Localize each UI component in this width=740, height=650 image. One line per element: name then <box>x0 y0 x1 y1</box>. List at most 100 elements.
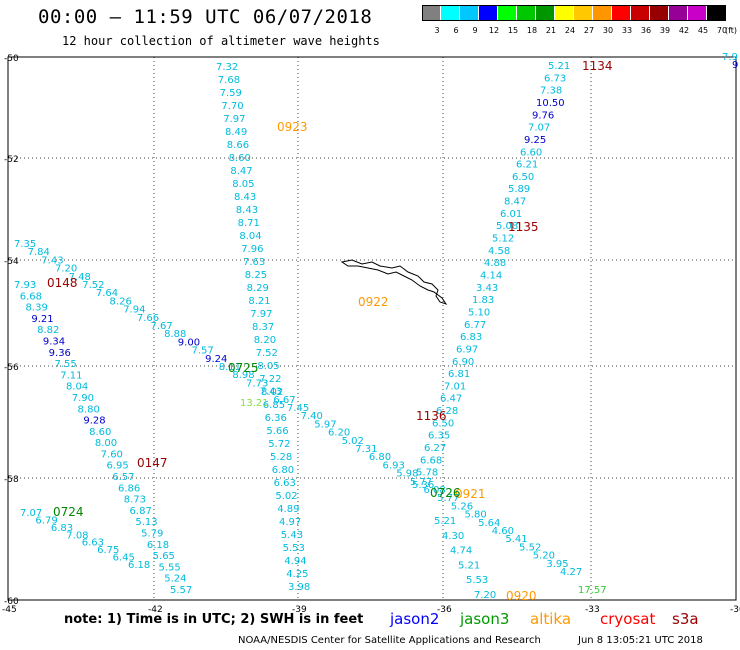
swh-value: 6.83 <box>51 523 73 534</box>
swh-value: 8.20 <box>254 335 276 346</box>
lat-tick-label: -54 <box>4 257 19 267</box>
swh-value: 6.57 <box>112 472 134 483</box>
swh-value: 9.00 <box>178 337 200 348</box>
swh-value: 8.43 <box>236 205 258 216</box>
swh-value: 5.20 <box>533 551 555 562</box>
swh-value: 8.21 <box>248 296 270 307</box>
swh-value: 7.9 <box>722 52 738 63</box>
swh-value: 5.21 <box>434 516 456 527</box>
swh-value: 7.52 <box>256 348 278 359</box>
swh-value: 6.47 <box>440 394 462 405</box>
swh-value: 7.63 <box>243 257 265 268</box>
pass-time-label: 1136 <box>416 409 447 423</box>
scale-label: 39 <box>659 26 671 35</box>
swh-value: 7.52 <box>82 280 104 291</box>
map-title: 00:00 — 11:59 UTC 06/07/2018 <box>38 6 373 28</box>
pass-time-label: 0148 <box>47 276 78 290</box>
swh-value: 6.60 <box>520 147 542 158</box>
scale-label: 6 <box>453 26 459 35</box>
swh-value: 7.48 <box>69 272 91 283</box>
lon-tick-label: -36 <box>437 605 452 615</box>
swh-value: 4.88 <box>484 258 506 269</box>
swh-value: 7.22 <box>259 374 281 385</box>
swh-value: 7.07 <box>528 123 550 134</box>
swh-value: 6.50 <box>432 418 454 429</box>
swh-value: 6.85 <box>263 400 285 411</box>
pass-time-label: 1135 <box>508 220 539 234</box>
swh-value: 7.66 <box>137 313 159 324</box>
lat-tick-label: -50 <box>4 54 19 64</box>
swh-value: 5.21 <box>458 560 480 571</box>
swh-value: 4.74 <box>450 546 472 557</box>
satellite-altika: altika <box>530 610 572 628</box>
lat-tick-label: -60 <box>4 597 19 607</box>
map-note: note: 1) Time is in UTC; 2) SWH is in fe… <box>64 612 364 627</box>
swh-value: 6.77 <box>464 320 486 331</box>
swh-value: 5.28 <box>270 452 292 463</box>
scale-swatch <box>593 5 612 21</box>
swh-value: 7.20 <box>474 590 496 601</box>
satellite-cryosat: cryosat <box>600 610 656 628</box>
swh-value: 7.93 <box>14 280 36 291</box>
swh-value: 5.02 <box>275 491 297 502</box>
swh-value: 5.53 <box>283 543 305 554</box>
swh-value: 7.43 <box>41 255 63 266</box>
swh-value: 5.21 <box>548 61 570 72</box>
swh-value: 7.57 <box>191 346 213 357</box>
swh-value: 6.45 <box>113 553 135 564</box>
pass-time-label: 1134 <box>582 59 613 73</box>
swh-value: 7.67 <box>151 321 173 332</box>
swh-value: 7.01 <box>444 381 466 392</box>
lon-tick-label: -42 <box>148 605 163 615</box>
swh-value: 8.47 <box>230 166 252 177</box>
scale-swatch <box>650 5 669 21</box>
scale-swatch <box>422 5 441 21</box>
swh-value: 8.49 <box>225 127 247 138</box>
swh-value: 5.13 <box>135 517 157 528</box>
swh-value: 6.80 <box>272 465 294 476</box>
swh-value: 6.67 <box>273 395 295 406</box>
swh-value: 7.70 <box>221 101 243 112</box>
swh-value: 3.95 <box>546 559 568 570</box>
swh-value: 7.94 <box>123 305 145 316</box>
swh-value: 7.35 <box>14 239 36 250</box>
swh-value: 4.27 <box>560 567 582 578</box>
swh-value: 5.26 <box>451 501 473 512</box>
scale-swatch <box>517 5 536 21</box>
lon-tick-label: -39 <box>292 605 307 615</box>
swh-value: 7.43 <box>260 387 282 398</box>
swh-value: 8.98 <box>232 370 254 381</box>
swh-value: 6.86 <box>118 483 140 494</box>
swh-value: 8.05 <box>232 179 254 190</box>
track-labels: 7.32 7.68 7.59 7.70 7.97 8.49 8.66 8.60 8.47 8.05… <box>14 52 738 603</box>
scale-label: 70 <box>716 26 728 35</box>
swh-value: 8.37 <box>252 322 274 333</box>
satellite-jason3: jason3 <box>460 610 510 628</box>
scale-label: 3 <box>434 26 440 35</box>
swh-value: 8.47 <box>504 197 526 208</box>
map-subtitle: 12 hour collection of altimeter wave hei… <box>62 34 380 48</box>
swh-value: 8.04 <box>66 382 88 393</box>
swh-value: 8.80 <box>78 404 100 415</box>
pass-time-label: 0725 <box>228 361 259 375</box>
swh-value: 1.83 <box>472 295 494 306</box>
scale-label: 15 <box>507 26 519 35</box>
swh-value: 7.90 <box>72 393 94 404</box>
lon-tick-label: -45 <box>2 605 17 615</box>
swh-value: 5.08 <box>496 221 518 232</box>
swh-value: 6.35 <box>428 431 450 442</box>
swh-value: 8.04 <box>239 231 261 242</box>
pass-time-label: 0726 <box>430 486 461 500</box>
swh-value: 8.11 <box>219 362 241 373</box>
swh-value: 9.34 <box>43 336 65 347</box>
swh-value: 17.57 <box>578 585 607 596</box>
swh-value: 8.25 <box>245 270 267 281</box>
pass-time-label: 0724 <box>53 505 84 519</box>
swh-value: 5.53 <box>466 575 488 586</box>
swh-value: 9.21 <box>31 314 53 325</box>
swh-value: 7.59 <box>220 88 242 99</box>
swh-value: 5.52 <box>519 542 541 553</box>
swh-value: 7.97 <box>223 114 245 125</box>
swh-value: 6.97 <box>456 344 478 355</box>
swh-value: 6.83 <box>460 332 482 343</box>
